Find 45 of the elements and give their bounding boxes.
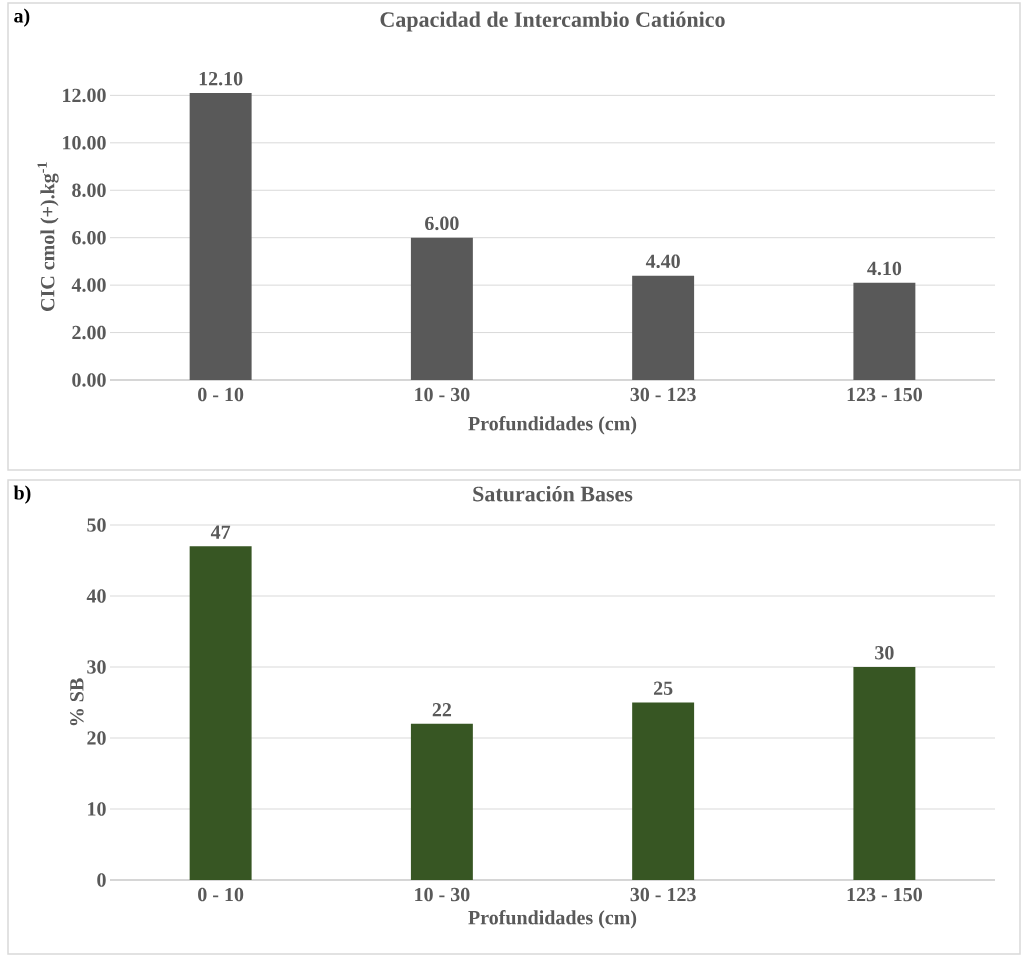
x-tick-label: 123 - 150 [847,387,922,402]
bar [189,93,252,381]
y-tick-label: 6.00 [72,230,106,245]
y-tick-label: 10 [88,802,106,816]
y-axis-title: % SB [70,678,84,726]
data-label: 47 [210,525,231,539]
y-tick-label: 4.00 [71,278,106,292]
data-label: 25 [653,681,673,695]
y-tick-label: 12.00 [63,88,106,103]
bar [853,667,916,881]
y-tick-label: 0 [97,873,106,887]
x-tick-label: 10 - 30 [415,387,470,402]
text: b) [13,485,31,504]
x-tick-label: 123 - 150 [847,887,922,902]
text: a) [14,8,30,27]
y-tick-label: 20 [87,731,106,745]
x-tick-label: 30 - 123 [630,387,696,402]
y-tick-label: 40 [86,589,106,603]
data-label: 30 [875,645,894,660]
data-label: 4.40 [645,254,680,269]
data-label: 4.10 [867,261,902,276]
bar [632,275,695,381]
bar [853,282,916,381]
data-label: 12.10 [199,71,243,86]
chart-title: Saturación Bases [473,485,633,502]
y-tick-label: 8.00 [72,183,106,198]
bar [410,723,473,881]
y-tick-label: 2.00 [72,325,106,340]
bar [189,546,252,881]
y-axis-title: CIC cmol (+).kg$^{-1}$ [37,162,59,311]
chart-title: Capacidad de Intercambio Catiónico [380,11,725,32]
x-tick-label: 30 - 123 [630,887,696,902]
data-label: 22 [432,703,452,717]
y-tick-label: 10.00 [63,136,106,150]
bar [410,237,473,381]
y-tick-label: 30 [87,660,106,674]
data-label: 6.00 [425,216,459,231]
y-tick-label: 0.00 [72,373,106,387]
x-tick-label: 0 - 10 [198,887,244,902]
bar [632,702,695,881]
x-axis-title: Profundidades (cm) [468,416,637,435]
x-axis-title: Profundidades (cm) [468,910,637,929]
y-tick-label: 50 [87,518,106,532]
x-tick-label: 0 - 10 [198,387,244,402]
x-tick-label: 10 - 30 [415,887,470,902]
